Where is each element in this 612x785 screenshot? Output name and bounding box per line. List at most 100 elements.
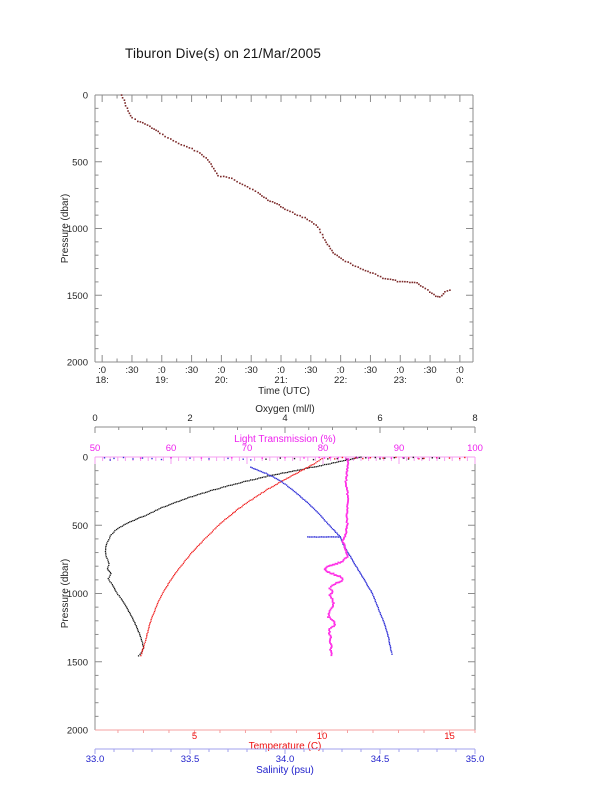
chart-ctd-profiles: 0 500 1000 1500 2000 Pressure (dbar) 0 2 4 6 8 Oxyg… (60, 404, 484, 776)
data-dot (330, 654, 333, 657)
data-dot (328, 640, 331, 643)
data-dot (252, 498, 254, 500)
data-dot (408, 457, 410, 459)
data-dot (355, 456, 357, 459)
data-dot (374, 600, 377, 603)
data-dot (324, 569, 327, 572)
data-dot (275, 484, 277, 486)
data-dot (279, 481, 281, 483)
data-dot (332, 251, 334, 254)
data-dot (109, 571, 111, 574)
data-dot (318, 228, 321, 231)
data-dot (438, 457, 441, 459)
data-dot (330, 649, 332, 652)
data-dot (347, 496, 349, 499)
data-dot (221, 521, 224, 523)
data-dot (370, 590, 372, 592)
data-dot (188, 496, 190, 498)
data-dot (385, 629, 388, 631)
time-hour-label: 21: (274, 375, 287, 386)
data-dot (346, 556, 349, 558)
data-dot (301, 216, 304, 219)
data-dot (223, 520, 225, 522)
data-dot (338, 534, 340, 537)
data-dot (129, 521, 131, 523)
data-dot (152, 511, 154, 513)
data-dot (287, 477, 290, 479)
data-dot (136, 628, 138, 630)
data-dot (105, 549, 107, 551)
data-dot (390, 649, 392, 652)
data-dot (200, 493, 202, 495)
data-dot (109, 574, 111, 576)
data-dot (139, 634, 141, 636)
data-dot (213, 167, 215, 170)
data-dot (300, 470, 302, 472)
data-dot (279, 457, 281, 459)
data-dot (218, 488, 220, 490)
data-dot (388, 642, 391, 644)
data-dot (231, 177, 233, 180)
data-dot (333, 563, 336, 566)
data-dot (367, 457, 370, 459)
data-dot (327, 571, 329, 573)
data-dot (332, 603, 334, 606)
data-dot (328, 632, 330, 635)
data-dot (285, 478, 287, 480)
data-dot (200, 542, 202, 544)
data-dot (315, 466, 317, 468)
salinity-profile (250, 466, 393, 655)
data-dot (237, 508, 239, 510)
data-dot (281, 472, 284, 474)
data-dot (269, 487, 271, 489)
data-dot (324, 536, 326, 538)
data-dot (141, 649, 144, 651)
data-dot (329, 456, 332, 459)
data-dot (341, 560, 344, 563)
data-dot (333, 625, 335, 628)
data-dot (119, 596, 121, 598)
data-dot (206, 491, 208, 493)
data-dot (155, 606, 158, 608)
time-axis-title: Time (UTC) (258, 386, 310, 397)
oxygen-tick-label: 4 (282, 413, 287, 424)
data-dot (249, 187, 251, 190)
data-dot (124, 605, 127, 607)
data-dot (308, 467, 310, 469)
data-dot (228, 515, 230, 518)
data-dot (140, 655, 142, 657)
data-dot (331, 592, 333, 595)
data-dot (384, 624, 386, 626)
data-dot (357, 569, 360, 572)
data-dot (384, 277, 387, 280)
salinity-tick-label: 34.0 (276, 754, 295, 765)
data-dot (265, 472, 267, 474)
data-dot (347, 461, 349, 463)
time-hour-label: 18: (96, 375, 109, 386)
light-transmission-axis-title: Light Transmission (%) (234, 434, 336, 445)
data-dot (402, 457, 404, 459)
data-dot (163, 506, 165, 508)
data-dot (254, 190, 257, 192)
data-dot (378, 610, 380, 612)
data-dot (366, 583, 368, 585)
data-dot (143, 645, 145, 647)
data-dot (153, 610, 156, 613)
data-dot (232, 512, 234, 514)
data-dot (382, 618, 384, 620)
data-dot (253, 479, 255, 481)
temperature-axis-title: Temperature (C) (249, 741, 322, 752)
data-dot (305, 500, 307, 503)
data-dot (189, 457, 191, 459)
data-dot (121, 525, 124, 527)
data-dot (388, 637, 390, 639)
data-dot (313, 223, 315, 225)
data-dot (417, 457, 419, 460)
data-dot (329, 463, 331, 465)
oxygen-tick-label: 2 (187, 413, 192, 424)
data-dot (346, 518, 349, 520)
data-dot (161, 593, 163, 595)
data-dot (329, 592, 332, 595)
data-dot (244, 480, 247, 482)
data-dot (193, 549, 195, 551)
